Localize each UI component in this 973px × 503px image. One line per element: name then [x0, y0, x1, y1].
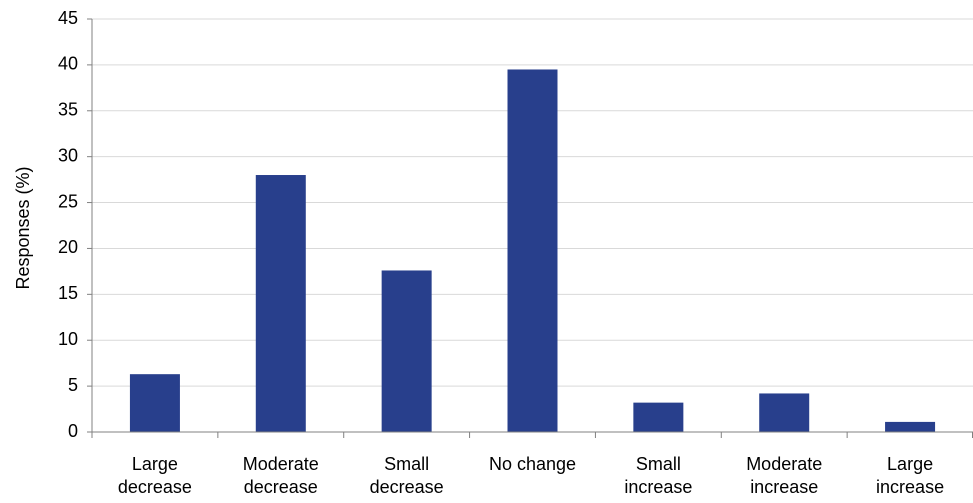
y-axis-label: Responses (%) — [13, 166, 33, 289]
y-tick-label: 45 — [58, 8, 78, 28]
y-tick-labels: 0 5 10 15 20 25 30 35 40 45 — [58, 8, 78, 441]
x-tick-label-line: Moderate — [746, 454, 822, 474]
x-tick-label-line: Small — [636, 454, 681, 474]
x-tick-label: Moderate decrease — [243, 454, 319, 497]
x-tick-label-line: Large — [887, 454, 933, 474]
y-tick-label: 20 — [58, 237, 78, 257]
x-tick-label: Small decrease — [370, 454, 444, 497]
y-tick-label: 35 — [58, 100, 78, 120]
y-tick-label: 10 — [58, 329, 78, 349]
x-tick-label: Moderate increase — [746, 454, 822, 497]
y-tick-label: 30 — [58, 145, 78, 165]
bar — [633, 402, 684, 432]
bars — [129, 69, 936, 432]
x-tick-label-line: increase — [876, 477, 944, 497]
y-tick-label: 0 — [68, 421, 78, 441]
y-tick-label: 40 — [58, 54, 78, 74]
bar — [381, 270, 432, 432]
x-tick-label-line: increase — [624, 477, 692, 497]
y-tick-label: 15 — [58, 283, 78, 303]
x-tick-label-line: decrease — [370, 477, 444, 497]
x-tick-label-line: increase — [750, 477, 818, 497]
x-tick-label-line: decrease — [244, 477, 318, 497]
axes — [87, 18, 973, 438]
x-tick-label: No change — [489, 454, 576, 474]
y-tick-label: 5 — [68, 375, 78, 395]
x-tick-label-line: Moderate — [243, 454, 319, 474]
bar — [507, 69, 558, 432]
x-tick-label-line: Large — [132, 454, 178, 474]
bar — [759, 393, 810, 432]
x-tick-label-line: Small — [384, 454, 429, 474]
x-tick-labels: Large decrease Moderate decrease Small decrea… — [118, 454, 944, 497]
bar — [885, 421, 936, 432]
bar — [255, 175, 306, 432]
x-tick-label-line: No change — [489, 454, 576, 474]
x-tick-label-line: decrease — [118, 477, 192, 497]
x-tick-label: Large increase — [876, 454, 944, 497]
bar — [129, 374, 180, 432]
x-tick-label: Small increase — [624, 454, 692, 497]
x-tick-label: Large decrease — [118, 454, 192, 497]
y-tick-label: 25 — [58, 191, 78, 211]
